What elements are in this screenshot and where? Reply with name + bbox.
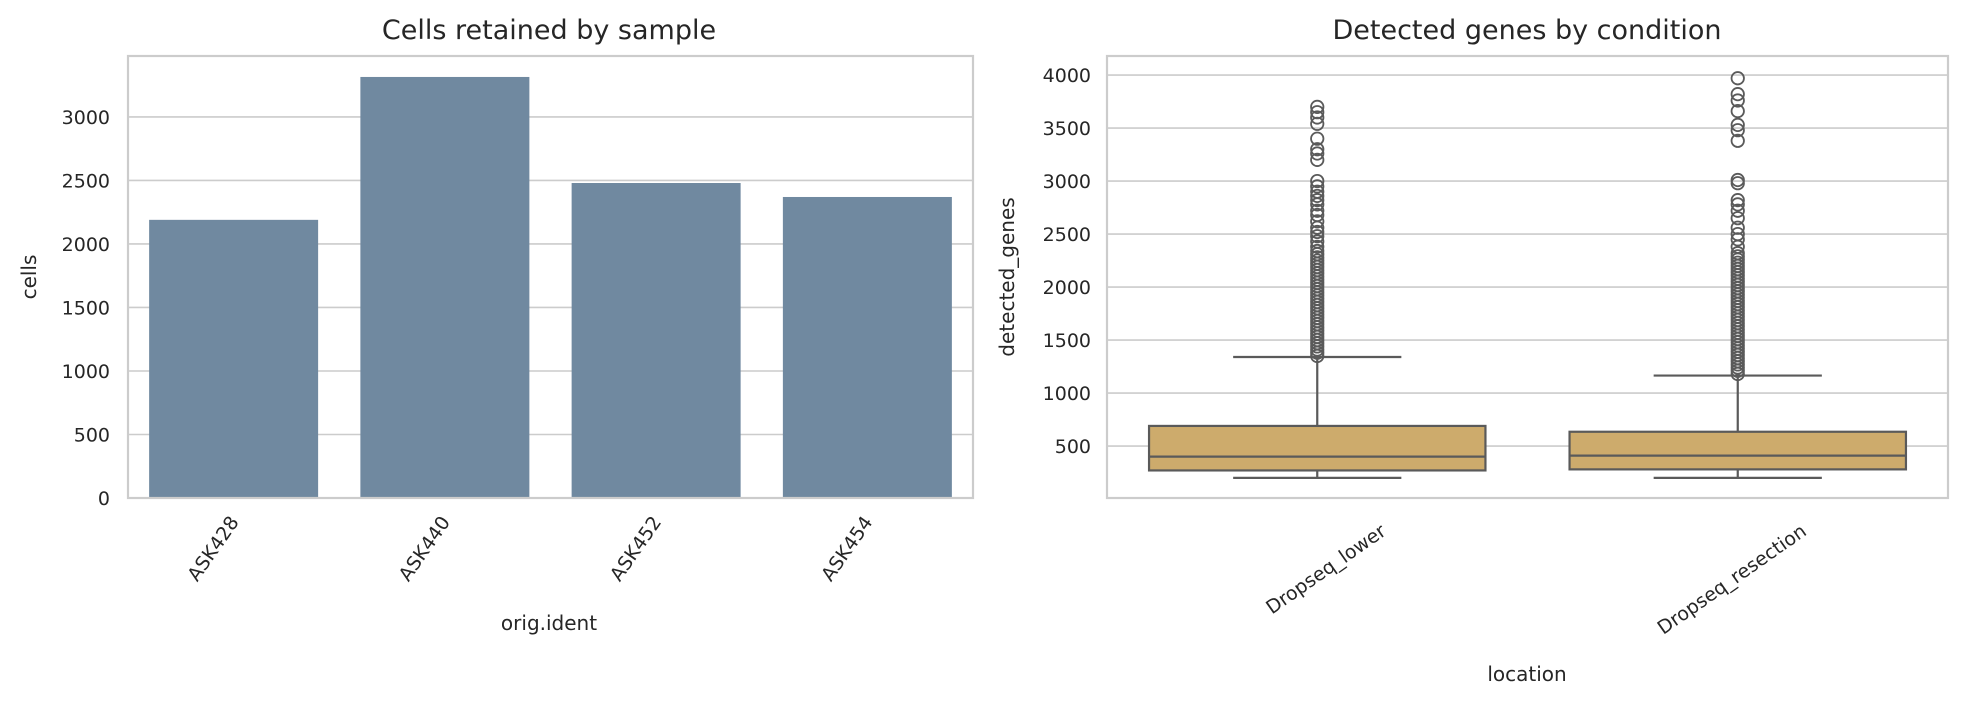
outlier-point xyxy=(1730,117,1745,132)
box-Dropseq_resection xyxy=(1568,71,1908,479)
outlier-point xyxy=(1730,104,1745,119)
iqr-box xyxy=(1568,430,1908,471)
outlier-point xyxy=(1310,179,1325,194)
x-tick-label: Dropseq_resection xyxy=(1654,520,1811,639)
y-tick-label: 2500 xyxy=(1043,224,1091,246)
outlier-point xyxy=(1310,207,1325,223)
outlier-point xyxy=(1730,93,1745,108)
outlier-point xyxy=(1730,71,1745,86)
chart-title: Cells retained by sample xyxy=(382,15,716,46)
outlier-point xyxy=(1730,226,1745,242)
outlier-point xyxy=(1730,87,1745,102)
outlier-point xyxy=(1310,173,1325,189)
bar xyxy=(149,219,319,498)
outlier-point xyxy=(1310,184,1325,199)
y-tick-label: 2500 xyxy=(62,170,110,192)
outlier-point xyxy=(1730,197,1745,212)
outlier-point xyxy=(1310,152,1325,167)
x-tick-label: ASK452 xyxy=(606,512,666,585)
chart-cells-by-sample: Cells retained by sample 0 500 1000 1500 200… xyxy=(17,15,975,635)
plot-frame xyxy=(126,54,975,500)
outlier-point xyxy=(1310,239,1325,254)
outlier-point xyxy=(1310,142,1325,157)
y-tick-label: 3500 xyxy=(1043,118,1091,140)
plot-frame xyxy=(1105,54,1950,500)
outlier-point xyxy=(1730,172,1745,188)
iqr-box xyxy=(1147,424,1487,472)
outlier-point xyxy=(1730,246,1745,261)
y-tick-label: 0 xyxy=(98,488,110,510)
y-tick-label: 1500 xyxy=(1043,330,1091,352)
outlier-point xyxy=(1310,146,1325,161)
outlier-point xyxy=(1310,229,1325,244)
outlier-point xyxy=(1730,211,1745,226)
y-axis-label: detected_genes xyxy=(995,197,1019,356)
x-tick-label: Dropseq_lower xyxy=(1262,520,1390,619)
y-tick-label: 4000 xyxy=(1043,65,1091,87)
outlier-point xyxy=(1310,105,1325,120)
y-tick-label: 2000 xyxy=(62,234,110,256)
y-tick-label: 500 xyxy=(1055,436,1091,458)
outlier-point xyxy=(1730,193,1745,208)
outlier-point xyxy=(1310,243,1325,259)
outlier-point xyxy=(1310,203,1325,218)
outlier-point xyxy=(1310,99,1325,114)
outlier-point xyxy=(1310,193,1325,208)
box-Dropseq_lower xyxy=(1147,99,1487,479)
x-axis-label: location xyxy=(1487,662,1566,686)
y-tick-label: 3000 xyxy=(1043,171,1091,193)
outlier-point xyxy=(1310,224,1325,240)
outlier-point xyxy=(1310,131,1325,146)
y-tick-label: 2000 xyxy=(1043,277,1091,299)
outlier-point xyxy=(1730,203,1745,218)
outlier-point xyxy=(1730,123,1745,138)
outlier-point xyxy=(1310,214,1325,229)
x-axis-label: orig.ident xyxy=(501,611,597,635)
outlier-point xyxy=(1730,133,1745,148)
y-axis-label: cells xyxy=(17,255,41,300)
y-tick-label: 1000 xyxy=(1043,383,1091,405)
bar xyxy=(360,76,530,498)
bar xyxy=(782,196,952,498)
outlier-point xyxy=(1310,110,1325,125)
y-tick-label: 1500 xyxy=(62,297,110,319)
outlier-point xyxy=(1310,188,1325,204)
outlier-point xyxy=(1730,220,1745,235)
chart-detected-genes: Detected genes by condition 500 1000 1500 2… xyxy=(995,15,1950,686)
y-tick-label: 3000 xyxy=(62,107,110,129)
outlier-point xyxy=(1310,234,1325,249)
y-tick-label: 1000 xyxy=(62,361,110,383)
chart-title: Detected genes by condition xyxy=(1332,15,1721,46)
x-tick-label: ASK454 xyxy=(817,512,877,585)
bar xyxy=(571,183,741,499)
x-tick-label: ASK428 xyxy=(183,512,243,585)
x-tick-label: ASK440 xyxy=(395,512,455,585)
y-tick-label: 500 xyxy=(74,424,110,446)
